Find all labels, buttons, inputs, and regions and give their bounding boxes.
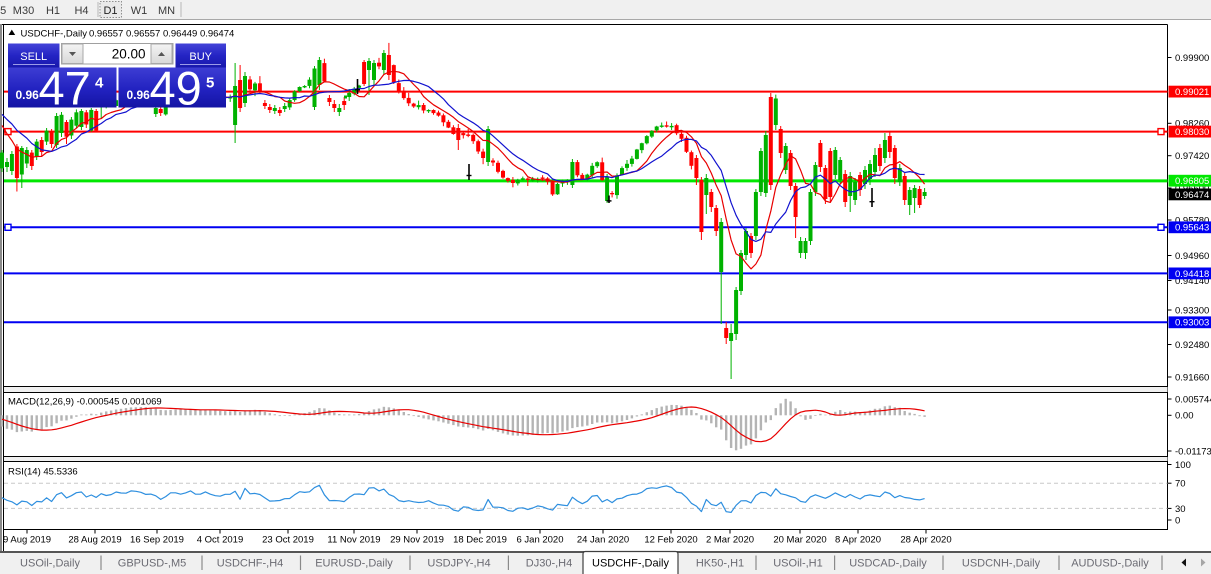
svg-text:16 Sep 2019: 16 Sep 2019 [130,535,184,546]
svg-text:0.93003: 0.93003 [1175,318,1209,329]
svg-text:0.00: 0.00 [1175,411,1194,422]
svg-text:30: 30 [1175,504,1186,515]
svg-text:6 Jan 2020: 6 Jan 2020 [516,535,563,546]
svg-text:0.96557 0.96557 0.96449 0.9647: 0.96557 0.96557 0.96449 0.96474 [89,28,234,39]
svg-text:47: 47 [39,62,91,115]
svg-text:0.92480: 0.92480 [1175,340,1209,351]
svg-text:USDCHF-,Daily: USDCHF-,Daily [21,28,88,39]
svg-text:12 Feb 2020: 12 Feb 2020 [644,535,697,546]
svg-text:RSI(14) 45.5336: RSI(14) 45.5336 [8,467,78,478]
svg-text:0.95780: 0.95780 [1175,215,1209,226]
svg-text:AUDUSD-,Daily: AUDUSD-,Daily [1071,558,1149,570]
svg-text:0.005744: 0.005744 [1175,394,1211,405]
svg-text:0.97420: 0.97420 [1175,151,1209,162]
svg-text:H1: H1 [46,5,60,17]
svg-text:USDCHF-,H4: USDCHF-,H4 [217,558,284,570]
svg-text:8 Apr 2020: 8 Apr 2020 [835,535,881,546]
svg-text:USOil-,Daily: USOil-,Daily [20,558,80,570]
svg-text:MN: MN [158,5,175,17]
svg-text:USDCHF-,Daily: USDCHF-,Daily [592,558,670,570]
svg-text:4: 4 [95,75,104,92]
svg-text:-0.011738: -0.011738 [1175,446,1211,457]
svg-text:BUY: BUY [189,51,212,63]
svg-text:0: 0 [1175,515,1180,526]
svg-text:0.94418: 0.94418 [1175,269,1209,280]
svg-text:9 Aug 2019: 9 Aug 2019 [3,535,51,546]
svg-text:MACD(12,26,9) -0.000545 0.0010: MACD(12,26,9) -0.000545 0.001069 [8,397,162,408]
svg-text:H4: H4 [74,5,88,17]
svg-text:EURUSD-,Daily: EURUSD-,Daily [315,558,393,570]
svg-text:GBPUSD-,M5: GBPUSD-,M5 [118,558,186,570]
svg-text:70: 70 [1175,479,1186,490]
svg-text:USOil-,H1: USOil-,H1 [773,558,823,570]
svg-text:SELL: SELL [20,51,47,63]
svg-text:5: 5 [206,75,214,92]
svg-text:D1: D1 [103,5,117,17]
svg-text:28 Apr 2020: 28 Apr 2020 [900,535,951,546]
svg-text:W1: W1 [131,5,148,17]
svg-text:0.96474: 0.96474 [1175,190,1209,201]
svg-text:M5: M5 [0,5,6,17]
svg-text:0.96805: 0.96805 [1175,176,1209,187]
svg-text:20 Mar 2020: 20 Mar 2020 [773,535,826,546]
svg-text:0.96: 0.96 [16,88,40,102]
svg-text:0.98030: 0.98030 [1175,127,1209,138]
svg-text:0.93300: 0.93300 [1175,305,1209,316]
svg-text:DJ30-,H4: DJ30-,H4 [526,558,572,570]
svg-text:24 Jan 2020: 24 Jan 2020 [577,535,629,546]
svg-text:18 Dec 2019: 18 Dec 2019 [453,535,507,546]
svg-text:0.94140: 0.94140 [1175,276,1209,287]
svg-text:USDCAD-,Daily: USDCAD-,Daily [849,558,927,570]
svg-text:49: 49 [150,62,202,115]
svg-text:USDCNH-,Daily: USDCNH-,Daily [962,558,1041,570]
svg-text:20.00: 20.00 [112,47,146,62]
svg-text:HK50-,H1: HK50-,H1 [696,558,744,570]
svg-text:28 Aug 2019: 28 Aug 2019 [68,535,121,546]
svg-text:0.99900: 0.99900 [1175,53,1209,64]
svg-text:0.96: 0.96 [127,88,151,102]
svg-text:0.99021: 0.99021 [1175,87,1209,98]
svg-text:100: 100 [1175,460,1191,471]
svg-text:USDJPY-,H4: USDJPY-,H4 [427,558,490,570]
svg-text:M30: M30 [13,5,34,17]
svg-text:11 Nov 2019: 11 Nov 2019 [327,535,380,546]
svg-text:4 Oct 2019: 4 Oct 2019 [197,535,243,546]
svg-text:0.91660: 0.91660 [1175,372,1209,383]
svg-text:2 Mar 2020: 2 Mar 2020 [706,535,754,546]
svg-text:29 Nov 2019: 29 Nov 2019 [390,535,444,546]
svg-text:23 Oct 2019: 23 Oct 2019 [262,535,314,546]
svg-text:0.98260: 0.98260 [1175,119,1209,130]
svg-text:0.94960: 0.94960 [1175,251,1209,262]
svg-text:0.95643: 0.95643 [1175,223,1209,234]
